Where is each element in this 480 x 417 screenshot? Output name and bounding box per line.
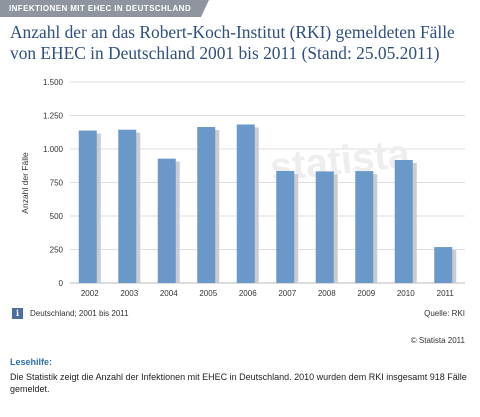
help-text: Die Statistik zeigt die Anzahl der Infek… — [10, 372, 467, 394]
category-tag-label: INFEKTIONEN MIT EHEC IN DEUTSCHLAND — [9, 4, 191, 13]
y-tick-label: 750 — [50, 179, 64, 188]
y-tick-label: 500 — [50, 212, 64, 221]
copyright-label: © Statista 2011 — [410, 336, 465, 345]
source-label: Quelle: RKI — [424, 309, 465, 318]
y-tick-label: 1.500 — [43, 78, 64, 87]
bar-2007 — [276, 170, 295, 283]
x-tick-label: 2008 — [318, 289, 336, 298]
bar-2009 — [355, 171, 374, 283]
info-icon[interactable]: i — [12, 308, 23, 319]
y-tick-labels: 0 250 500 750 1.000 1.250 1.500 — [43, 78, 64, 288]
info-text: Deutschland; 2001 bis 2011 — [30, 309, 129, 318]
y-axis-label: Anzahl der Fälle — [20, 152, 30, 214]
y-tick-label: 250 — [50, 246, 64, 255]
bar-2002 — [78, 130, 97, 283]
bar-2004 — [157, 158, 176, 283]
help-title: Lesehilfe: — [10, 357, 53, 367]
bar-2011 — [434, 247, 453, 283]
y-tick-label: 0 — [59, 279, 64, 288]
y-tick-label: 1.000 — [43, 145, 64, 154]
bar-2008 — [315, 171, 334, 283]
chart-title: Anzahl der an das Robert-Koch-Institut (… — [10, 22, 455, 63]
x-tick-labels: 2002 2003 2004 2005 2006 2007 2008 2009 2010 2011 — [81, 289, 455, 298]
bar-2005 — [197, 127, 216, 283]
bars — [78, 124, 453, 283]
category-tag: INFEKTIONEN MIT EHEC IN DEUTSCHLAND — [0, 0, 201, 17]
bar-2006 — [236, 124, 255, 283]
x-tick-label: 2004 — [160, 289, 178, 298]
x-tick-label: 2009 — [357, 289, 375, 298]
x-tick-label: 2006 — [239, 289, 257, 298]
x-tick-label: 2010 — [397, 289, 415, 298]
y-tick-label: 1.250 — [43, 112, 64, 121]
x-tick-label: 2005 — [199, 289, 217, 298]
bar-2003 — [118, 129, 137, 283]
category-tag-tail — [201, 0, 209, 17]
x-tick-label: 2003 — [120, 289, 138, 298]
x-tick-label: 2002 — [81, 289, 99, 298]
bar-2010 — [394, 159, 413, 283]
x-tick-label: 2011 — [437, 289, 455, 298]
x-tick-label: 2007 — [278, 289, 296, 298]
